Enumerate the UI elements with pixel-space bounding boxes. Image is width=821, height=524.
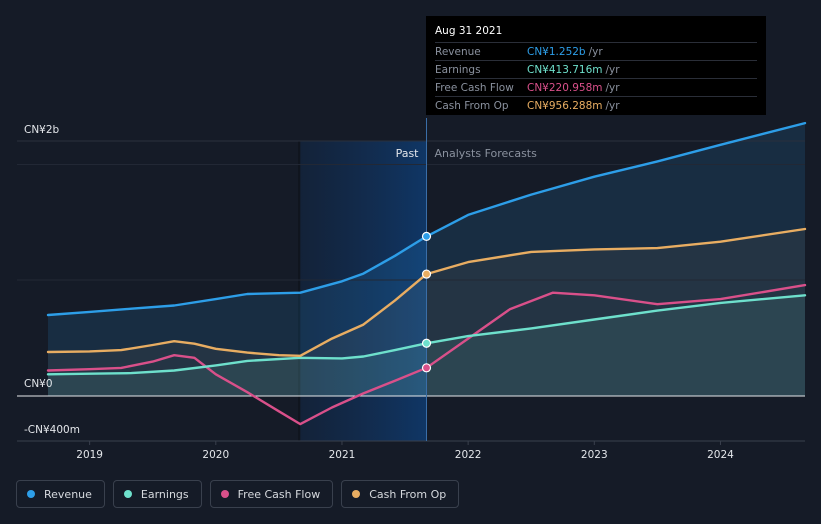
legend-item-cash-from-op[interactable]: Cash From Op bbox=[341, 480, 460, 508]
x-tick-label: 2023 bbox=[581, 449, 608, 461]
legend-item-revenue[interactable]: Revenue bbox=[16, 480, 105, 508]
legend-label: Cash From Op bbox=[369, 487, 447, 501]
x-tick-label: 2024 bbox=[707, 449, 734, 461]
series-marker-revenue bbox=[421, 231, 432, 241]
x-tick-label: 2020 bbox=[202, 449, 229, 461]
series-markers bbox=[421, 231, 432, 373]
x-tick-label: 2022 bbox=[455, 449, 482, 461]
tooltip-row: Earnings CN¥413.716m/yr bbox=[435, 60, 757, 78]
past-label: Past bbox=[396, 147, 420, 160]
tooltip-suffix: /yr bbox=[588, 45, 603, 58]
series-line-free-cash-flow bbox=[46, 283, 807, 426]
tooltip-label: Earnings bbox=[435, 63, 481, 76]
tooltip-value: CN¥413.716m bbox=[527, 63, 603, 76]
tooltip-value: CN¥956.288m bbox=[527, 99, 603, 112]
tooltip-row: Revenue CN¥1.252b/yr bbox=[435, 42, 757, 60]
legend-dot-icon bbox=[27, 490, 35, 498]
y-tick-label: -CN¥400m bbox=[24, 424, 80, 436]
series-marker-earnings bbox=[421, 338, 432, 348]
series-marker-free-cash-flow bbox=[421, 363, 432, 373]
legend: Revenue Earnings Free Cash Flow Cash From O… bbox=[16, 480, 460, 508]
tooltip-suffix: /yr bbox=[605, 63, 620, 76]
tooltip-label: Revenue bbox=[435, 45, 481, 58]
series-line-earnings bbox=[46, 294, 807, 376]
series-line-cash-from-op bbox=[46, 227, 807, 357]
chart-labels: CN¥2b CN¥0 -CN¥400m 2019 2020 2021 2022 2023 202… bbox=[24, 124, 734, 461]
legend-label: Earnings bbox=[140, 487, 189, 501]
legend-item-earnings[interactable]: Earnings bbox=[112, 480, 202, 508]
past-dark-band bbox=[298, 141, 301, 441]
series-marker-cash-from-op bbox=[421, 269, 432, 279]
legend-dot-icon bbox=[220, 490, 229, 498]
legend-dot-icon bbox=[352, 490, 361, 498]
y-tick-label: CN¥0 bbox=[24, 378, 53, 390]
hover-tooltip: Aug 31 2021 Revenue CN¥1.252b/yr Earnings C… bbox=[426, 16, 766, 115]
tooltip-row: Free Cash Flow CN¥220.958m/yr bbox=[435, 78, 757, 96]
forecast-label: Analysts Forecasts bbox=[435, 147, 538, 160]
tooltip-value: CN¥1.252b bbox=[527, 45, 586, 58]
y-tick-label: CN¥2b bbox=[24, 124, 60, 136]
series-line-revenue bbox=[46, 121, 807, 317]
legend-label: Revenue bbox=[44, 487, 92, 501]
tooltip-value: CN¥220.958m bbox=[527, 81, 603, 94]
legend-label: Free Cash Flow bbox=[237, 487, 321, 501]
tooltip-date: Aug 31 2021 bbox=[435, 25, 503, 37]
tooltip-row: Cash From Op CN¥956.288m/yr bbox=[435, 96, 757, 114]
gridlines bbox=[17, 118, 805, 442]
tooltip-suffix: /yr bbox=[605, 81, 620, 94]
tooltip-suffix: /yr bbox=[605, 99, 620, 112]
tooltip-label: Cash From Op bbox=[435, 99, 509, 112]
x-tick-label: 2021 bbox=[329, 449, 356, 461]
series-lines bbox=[46, 121, 807, 426]
legend-dot-icon bbox=[123, 490, 132, 498]
tooltip-label: Free Cash Flow bbox=[435, 81, 514, 94]
legend-item-free-cash-flow[interactable]: Free Cash Flow bbox=[209, 480, 334, 508]
x-tick-label: 2019 bbox=[76, 449, 103, 461]
